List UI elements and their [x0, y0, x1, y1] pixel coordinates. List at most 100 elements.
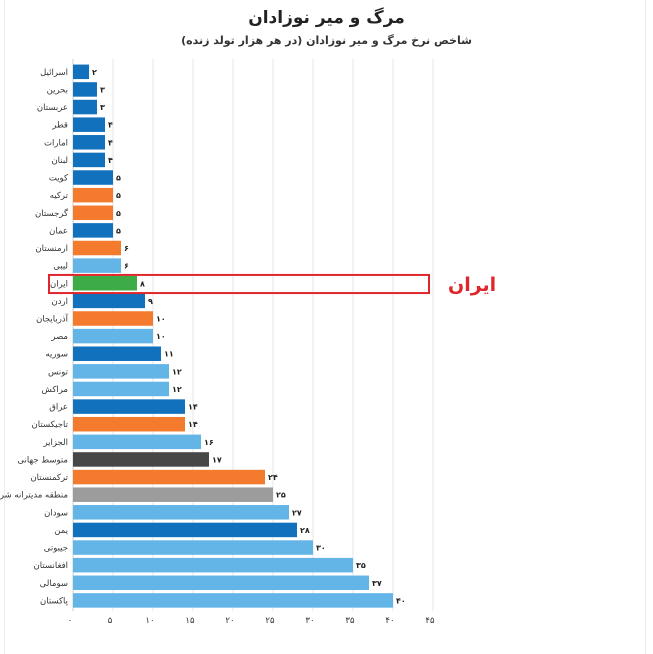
- category-label: ایران: [50, 279, 68, 289]
- value-label: ۱۰: [156, 332, 166, 341]
- bar: [73, 135, 105, 150]
- value-label: ۱۲: [172, 385, 182, 394]
- bar: [73, 187, 113, 203]
- highlight-label: ایران: [448, 274, 496, 296]
- value-label: ۵: [116, 226, 121, 235]
- bar: [73, 99, 97, 115]
- bar: [73, 311, 153, 326]
- bar: [73, 381, 169, 397]
- x-tick-label: ۲۰: [225, 616, 234, 626]
- bars: [73, 64, 393, 608]
- category-label: گرجستان: [35, 208, 69, 219]
- category-label: یمن: [54, 526, 68, 536]
- highlight-annotation: ایران: [48, 273, 496, 296]
- bar: [73, 557, 353, 573]
- value-label: ۵: [116, 174, 121, 183]
- category-labels: اسرائیل بحرین عربستان قطر امارات لبنان کویت ترک…: [0, 68, 69, 607]
- category-label: ارمنستان: [35, 244, 68, 254]
- value-label: ۴۰: [396, 596, 406, 605]
- value-label: ۲۸: [300, 526, 310, 535]
- value-label: ۲۵: [276, 491, 286, 500]
- chart-subtitle: شاخص نرخ مرگ و میر نوزادان (در هر هزار ت…: [181, 34, 472, 47]
- value-label: ۲۷: [292, 508, 302, 517]
- bar: [73, 487, 273, 502]
- value-label: ۱۱: [164, 350, 174, 359]
- category-label: آذربایجان: [36, 312, 69, 324]
- value-label: ۱۰: [156, 314, 166, 323]
- bar: [73, 364, 169, 379]
- category-label: عربستان: [37, 103, 68, 113]
- bar: [73, 399, 185, 414]
- chart-title: مرگ و میر نوزادان: [248, 8, 405, 28]
- value-label: ۳۰: [316, 544, 326, 553]
- value-label: ۶: [124, 262, 129, 271]
- category-label: ترکیه: [50, 191, 69, 201]
- value-label: ۴: [108, 156, 113, 165]
- category-label: الجزایر: [42, 438, 68, 448]
- bar: [73, 258, 121, 273]
- x-tick-label: ۰: [68, 616, 73, 626]
- category-label: منطقه مدیترانه شرقی: [0, 491, 68, 501]
- bar: [73, 434, 201, 450]
- category-label: بحرین: [47, 85, 68, 95]
- value-label: ۳۵: [356, 561, 366, 570]
- bar: [73, 328, 153, 344]
- category-label: لبنان: [51, 156, 68, 166]
- bar: [73, 82, 97, 97]
- category-label: ترکمنستان: [30, 473, 68, 483]
- value-label: ۴: [108, 121, 113, 130]
- value-label: ۱۷: [212, 455, 222, 464]
- category-label: عراق: [49, 403, 68, 413]
- x-tick-label: ۱۵: [185, 616, 195, 626]
- value-label: ۹: [148, 297, 153, 306]
- category-label: مراکش: [42, 385, 69, 395]
- value-label: ۵: [116, 209, 121, 218]
- x-tick-label: ۵: [108, 616, 113, 626]
- category-label: مصر: [50, 332, 68, 342]
- value-label: ۳: [100, 103, 105, 112]
- value-label: ۱۴: [188, 420, 198, 429]
- bar: [73, 223, 113, 238]
- x-tick-label: ۳۵: [345, 616, 355, 626]
- bar: [73, 416, 185, 432]
- category-label: سومالی: [40, 579, 68, 589]
- category-label: تاجیکستان: [32, 420, 69, 430]
- value-label: ۱۶: [204, 438, 214, 447]
- bar: [73, 170, 113, 185]
- category-label: جیبوتی: [44, 544, 68, 554]
- category-label: پاکستان: [40, 596, 69, 606]
- category-label: متوسط جهانی: [17, 455, 68, 465]
- value-label: ۳۷: [372, 579, 382, 588]
- bar: [73, 346, 161, 361]
- highlight-box: [48, 273, 430, 295]
- value-labels: ۲۳۳۴۴۴۵۵۵۵۶۶۸۹۱۰۱۰۱۱۱۲۱۲۱۴۱۴۱۶۱۷۲۴۲۵۲۷۲۸…: [92, 68, 406, 606]
- bar: [73, 152, 105, 168]
- x-tick-label: ۴۰: [385, 616, 394, 626]
- category-label: تونس: [48, 367, 69, 377]
- x-tick-label: ۱۰: [145, 616, 154, 626]
- bar: [73, 240, 121, 256]
- x-tick-label: ۳۰: [305, 616, 314, 626]
- category-label: اسرائیل: [40, 68, 68, 78]
- category-label: قطر: [51, 121, 68, 131]
- bar: [73, 575, 369, 591]
- x-tick-label: ۴۵: [425, 616, 435, 626]
- left-edge-line: [4, 0, 5, 654]
- x-tick-label: ۲۵: [265, 616, 275, 626]
- bar: [73, 117, 105, 132]
- category-label: اردن: [52, 297, 69, 307]
- bar: [73, 540, 313, 555]
- value-label: ۲: [92, 68, 97, 77]
- category-label: عمان: [49, 226, 68, 236]
- bar: [73, 469, 265, 485]
- category-label: سوریه: [45, 350, 68, 360]
- bar: [73, 64, 89, 80]
- value-label: ۳: [100, 85, 105, 94]
- category-label: کویت: [49, 174, 69, 184]
- value-label: ۲۴: [268, 473, 278, 482]
- category-label: سودان: [44, 508, 68, 518]
- category-label: لیبی: [53, 262, 68, 272]
- bar: [73, 276, 137, 291]
- bar: [73, 452, 209, 467]
